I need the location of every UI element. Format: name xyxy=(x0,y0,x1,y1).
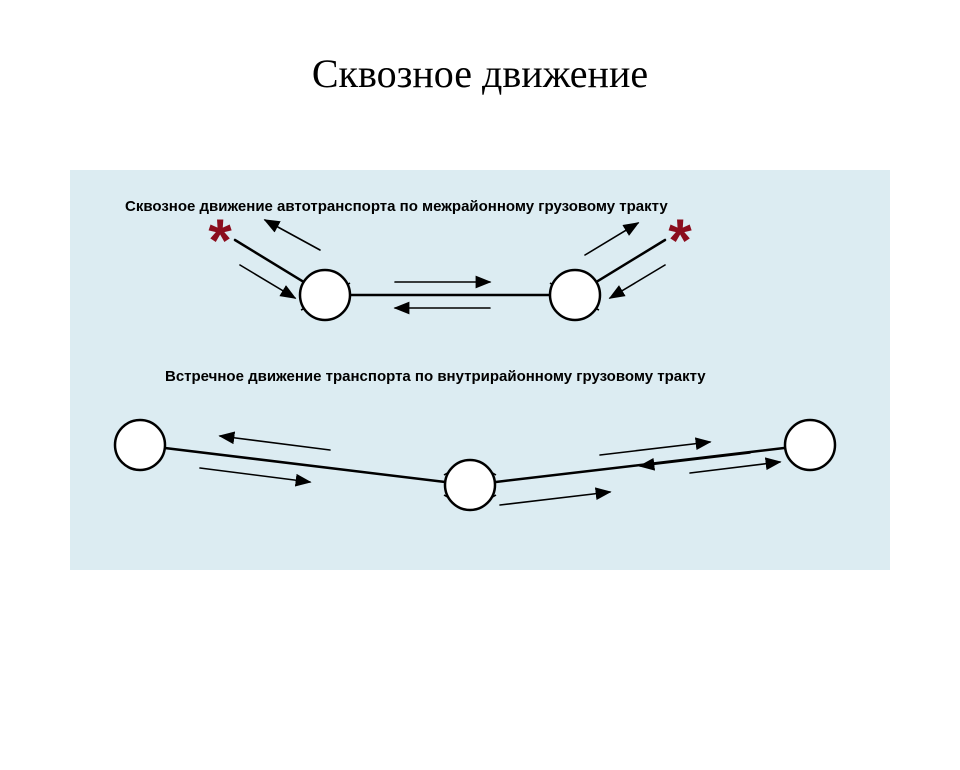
svg-text:*: * xyxy=(208,207,232,274)
diagram-panel: Сквозное движение автотранспорта по межр… xyxy=(70,170,890,570)
svg-text:*: * xyxy=(668,207,692,274)
page-title: Сквозное движение xyxy=(0,50,960,97)
diagram-svg: ** xyxy=(70,170,890,570)
